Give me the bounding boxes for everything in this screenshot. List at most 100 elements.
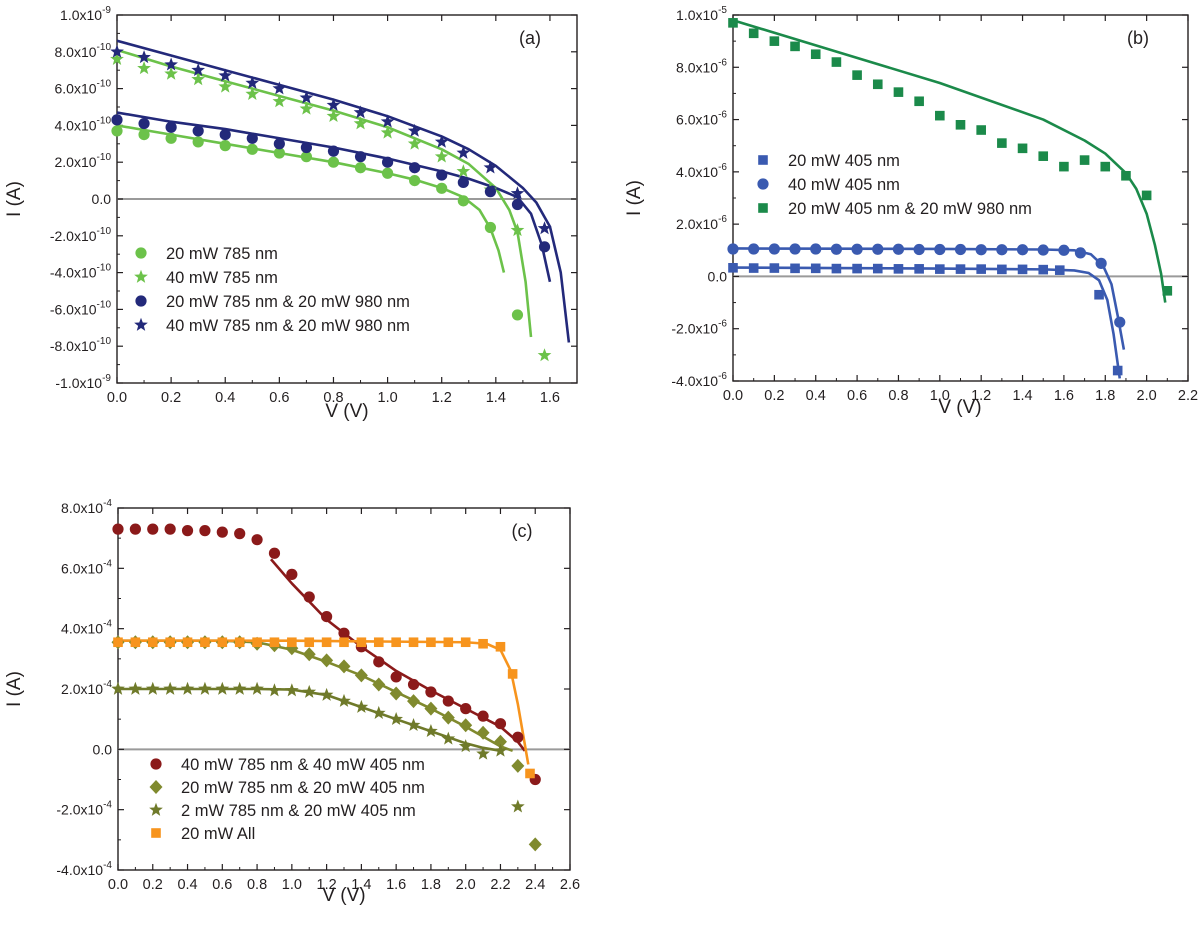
data-point-1 (373, 656, 385, 668)
y-tick-label: 0.0 (93, 741, 113, 757)
data-point-3 (128, 681, 143, 695)
data-point-4 (287, 637, 297, 648)
legend-label-2: 40 mW 405 nm (788, 176, 900, 194)
data-point-3 (381, 156, 394, 168)
data-point-2 (380, 125, 395, 139)
y-tick-label: 8.0x10-4 (61, 498, 112, 516)
legend-label-2: 20 mW 785 nm & 20 mW 405 nm (181, 779, 425, 797)
data-point-4 (507, 669, 518, 679)
data-point-4 (483, 160, 498, 174)
y-tick-label: 8.0x10-10 (55, 42, 112, 60)
data-point-3 (111, 114, 123, 126)
x-tick-label: 1.2 (432, 390, 452, 406)
data-point-3 (458, 739, 473, 753)
x-tick-label: 1.6 (386, 877, 406, 893)
data-point-3 (893, 87, 904, 97)
data-point-1 (769, 263, 780, 273)
data-point-4 (356, 637, 367, 648)
data-point-1 (1038, 264, 1049, 275)
data-point-3 (165, 121, 177, 133)
x-tick-label: 2.0 (456, 877, 476, 893)
data-point-3 (354, 151, 367, 163)
data-point-2 (1074, 247, 1087, 259)
x-tick-label: 1.0 (930, 388, 950, 404)
data-point-2 (320, 653, 334, 668)
data-point-1 (300, 151, 313, 163)
data-point-2 (528, 837, 542, 852)
data-point-3 (145, 681, 160, 695)
y-tick-label: 6.0x10-4 (61, 558, 112, 576)
data-point-3 (1017, 143, 1028, 154)
x-tick-label: 1.2 (971, 388, 991, 404)
legend-marker-4 (134, 317, 148, 331)
x-tick-label: 0.8 (323, 390, 343, 406)
data-point-2 (337, 659, 351, 674)
data-point-1 (511, 309, 524, 321)
y-tick-label: -1.0x10-9 (55, 373, 111, 391)
data-point-4 (269, 637, 280, 648)
data-point-1 (164, 523, 176, 535)
y-tick-label: 6.0x10-6 (676, 110, 727, 128)
x-tick-label: 2.4 (525, 877, 545, 893)
data-point-2 (913, 243, 925, 256)
data-point-1 (216, 526, 228, 538)
y-tick-label: -4.0x10-10 (50, 263, 112, 281)
data-point-3 (1141, 190, 1152, 201)
legend-label-3: 2 mW 785 nm & 20 mW 405 nm (181, 802, 416, 820)
x-tick-label: 0.6 (847, 388, 867, 404)
data-point-1 (976, 264, 986, 274)
data-point-1 (425, 686, 437, 698)
data-point-4 (110, 44, 124, 58)
data-point-3 (409, 162, 421, 174)
data-point-4 (245, 75, 260, 89)
data-point-4 (443, 637, 454, 648)
data-point-1 (338, 627, 350, 639)
legend-marker-2 (149, 780, 163, 794)
data-point-3 (424, 724, 438, 738)
data-point-1 (381, 167, 394, 179)
chart-panel-a: 0.0 0.2 0.4 0.6 0.8 1.0 1.2 1.4 1.6 1.0x10-9 8.0x1… (4, 5, 578, 422)
data-point-1 (436, 182, 448, 194)
data-point-1 (477, 710, 489, 722)
data-point-1 (192, 136, 204, 148)
data-point-1 (1112, 365, 1123, 376)
data-point-2 (810, 243, 822, 255)
data-point-4 (510, 186, 525, 200)
data-point-4 (456, 145, 471, 159)
data-point-3 (302, 684, 317, 698)
x-tick-label: 0.2 (143, 877, 163, 893)
data-point-4 (113, 637, 123, 648)
x-tick-label: 1.4 (1012, 388, 1032, 404)
data-point-2 (407, 136, 422, 150)
data-point-1 (354, 162, 367, 174)
data-point-3 (493, 743, 508, 757)
data-point-3 (250, 681, 264, 695)
data-point-3 (769, 36, 780, 46)
data-point-3 (790, 41, 800, 52)
data-point-4 (147, 637, 158, 648)
data-point-2 (110, 51, 124, 65)
data-point-1 (935, 264, 945, 274)
data-point-1 (147, 523, 159, 535)
data-point-4 (426, 637, 436, 648)
data-point-3 (285, 683, 299, 697)
data-point-3 (406, 718, 421, 732)
data-point-1 (286, 568, 298, 580)
x-tick-label: 1.8 (1095, 388, 1115, 404)
legend-label-1: 40 mW 785 nm & 40 mW 405 nm (181, 756, 425, 774)
legend-marker-1 (135, 247, 147, 259)
data-point-2 (934, 243, 946, 256)
y-tick-label: 1.0x10-5 (676, 5, 727, 23)
data-point-4 (252, 637, 262, 648)
legend-marker-3 (758, 203, 768, 213)
data-point-3 (872, 79, 883, 90)
data-point-2 (1037, 244, 1049, 256)
legend-marker-3 (149, 802, 163, 816)
data-point-2 (1058, 244, 1070, 256)
legend-label-2: 40 mW 785 nm (166, 269, 278, 287)
fit-line-1 (733, 266, 1122, 379)
data-point-3 (748, 28, 759, 39)
data-point-1 (321, 611, 333, 623)
data-point-2 (1114, 316, 1126, 328)
